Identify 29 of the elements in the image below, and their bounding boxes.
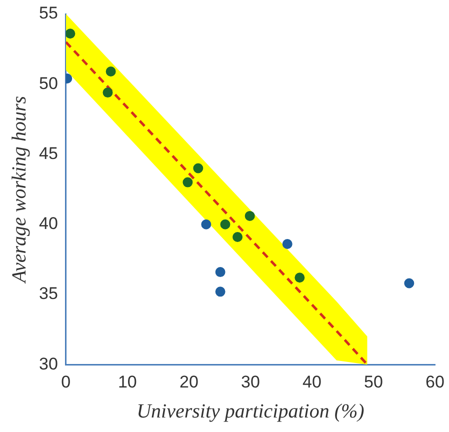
point: [201, 219, 212, 230]
point: [102, 88, 113, 98]
x-tick-label: 0: [61, 372, 71, 392]
x-tick-label: 10: [118, 372, 137, 392]
point: [244, 210, 255, 221]
y-tick-label: 30: [38, 354, 58, 374]
point: [215, 286, 226, 297]
point: [220, 219, 230, 230]
point: [232, 232, 243, 242]
x-tick-label: 40: [302, 372, 322, 392]
x-tick-label: 50: [364, 372, 383, 392]
point: [182, 177, 193, 188]
y-tick-label: 50: [38, 74, 58, 93]
y-tick-label: 40: [38, 214, 58, 234]
y-tick-label: 35: [38, 284, 58, 304]
y-tick-label: 45: [38, 144, 58, 163]
point: [294, 272, 305, 283]
point: [66, 28, 76, 39]
point: [106, 66, 116, 76]
x-tick-label: 60: [426, 372, 444, 392]
point: [404, 278, 414, 288]
y-axis-title: Average working hours: [8, 96, 30, 285]
x-tick-label: 20: [179, 372, 198, 392]
x-tick-label: 30: [240, 372, 260, 392]
x-axis-title: University participation (%): [136, 400, 365, 422]
point: [215, 267, 226, 278]
point: [193, 163, 204, 174]
y-tick-label: 55: [38, 4, 58, 23]
point: [282, 238, 292, 249]
